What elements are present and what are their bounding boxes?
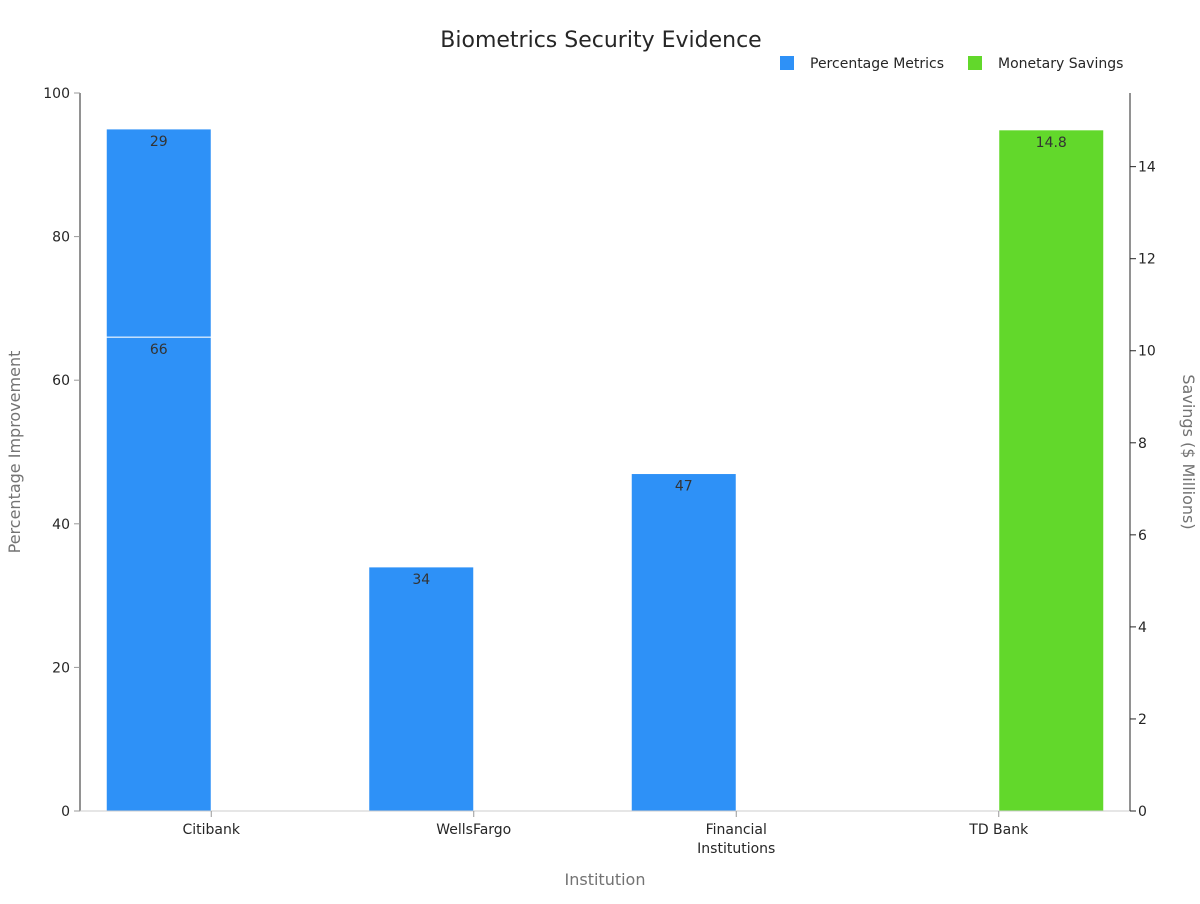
x-tick-label-line-0: WellsFargo [436, 822, 511, 838]
y2-tick-label-12: 12 [1138, 252, 1156, 268]
x-tick-label-td-bank: TD Bank [968, 822, 1029, 838]
y-tick-label-80: 80 [52, 230, 70, 246]
bar-wellsfargo-percentage-metrics-0 [368, 566, 475, 812]
data-label-citibank-0: 66 [150, 342, 168, 358]
x-tick-label-line-0: Citibank [183, 822, 241, 838]
y2-tick-label-14: 14 [1138, 160, 1156, 176]
y2-tick-label-2: 2 [1138, 712, 1147, 728]
y-tick-label-60: 60 [52, 373, 70, 389]
bar-td-bank-monetary-savings-0 [998, 129, 1105, 812]
legend-label-percentage-metrics: Percentage Metrics [810, 56, 944, 72]
data-label-wellsfargo-0: 34 [412, 572, 430, 588]
y2-tick-label-8: 8 [1138, 436, 1147, 452]
x-axis-title: Institution [565, 870, 646, 889]
x-tick-label-line-1: Institutions [697, 841, 775, 857]
data-label-financial-institutions-0: 47 [675, 479, 693, 495]
y2-tick-label-0: 0 [1138, 804, 1147, 820]
x-tick-label-financial-institutions: Financial Institutions [697, 822, 775, 857]
x-tick-label-citibank: Citibank [183, 822, 241, 838]
x-tick-label-wellsfargo: WellsFargo [436, 822, 511, 838]
y-axis-title: Percentage Improvement [5, 351, 24, 554]
y-tick-label-100: 100 [43, 86, 70, 102]
data-label-td-bank-0: 14.8 [1036, 135, 1067, 151]
y-tick-label-40: 40 [52, 517, 70, 533]
y2-axis-title: Savings ($ Millions) [1179, 374, 1198, 529]
y2-tick-label-4: 4 [1138, 620, 1147, 636]
y2-tick-label-6: 6 [1138, 528, 1147, 544]
bar-financial-institutions-percentage-metrics-0 [630, 473, 737, 812]
legend-swatch-percentage-metrics [780, 56, 794, 70]
legend-label-monetary-savings: Monetary Savings [998, 56, 1123, 72]
y-tick-label-20: 20 [52, 660, 70, 676]
data-label-citibank-1: 29 [150, 134, 168, 150]
x-tick-label-line-0: TD Bank [968, 822, 1029, 838]
legend-swatch-monetary-savings [968, 56, 982, 70]
x-tick-label-line-0: Financial [706, 822, 767, 838]
y2-tick-label-10: 10 [1138, 344, 1156, 360]
plot-area: 66 29 34 47 14.8 [105, 128, 1105, 812]
y-tick-label-0: 0 [61, 804, 70, 820]
bar-citibank-percentage-metrics-1 [105, 128, 212, 338]
legend: Percentage Metrics Monetary Savings [780, 56, 1123, 72]
bar-citibank-percentage-metrics-0 [105, 336, 212, 812]
chart-title: Biometrics Security Evidence [440, 28, 761, 53]
